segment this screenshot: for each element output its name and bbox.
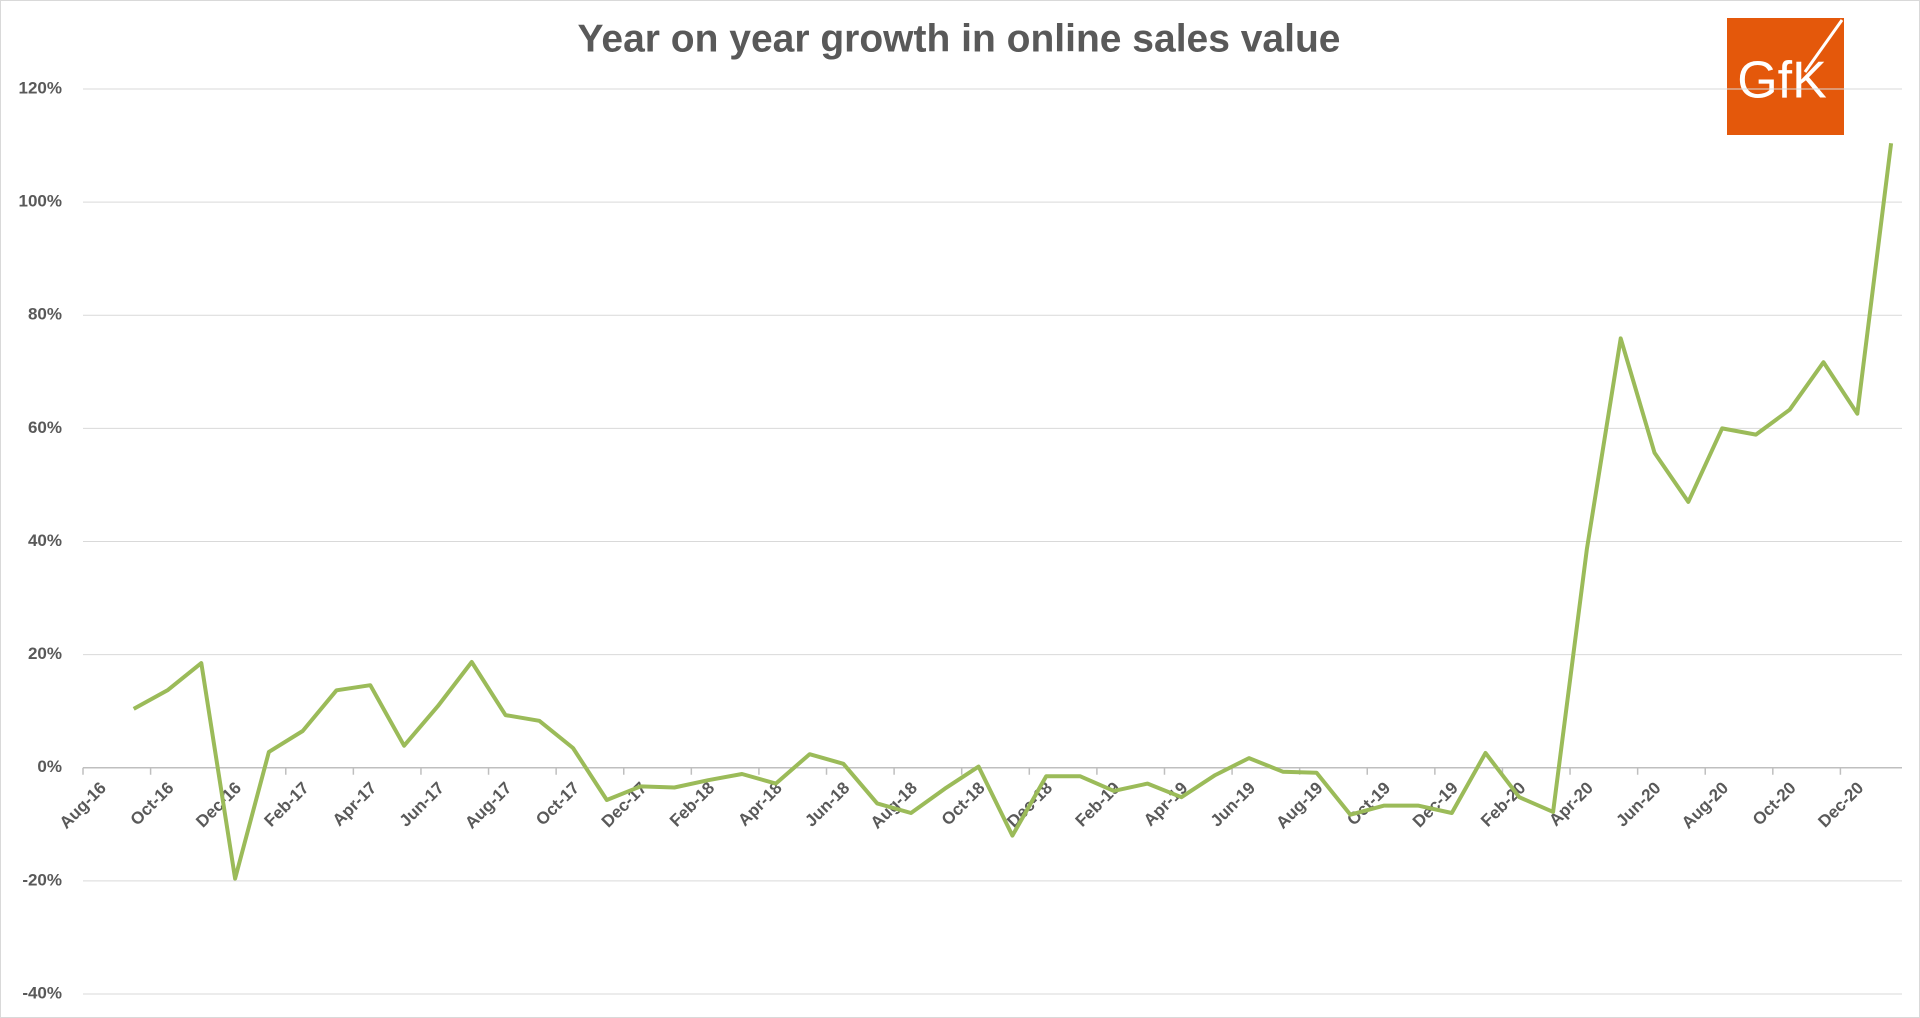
logo: GfK (1727, 18, 1844, 135)
y-tick-label: 100% (19, 192, 62, 211)
logo-stroke (1803, 19, 1844, 73)
y-tick-label: 0% (37, 757, 62, 776)
y-tick-label: 80% (28, 305, 62, 324)
y-tick-label: -40% (22, 983, 62, 1002)
y-tick-label: 40% (28, 531, 62, 550)
logo-box (1727, 18, 1844, 135)
y-tick-label: 120% (19, 78, 62, 97)
y-tick-label: 60% (28, 418, 62, 437)
y-tick-label: -20% (22, 870, 62, 889)
chart-title: Year on year growth in online sales valu… (578, 17, 1341, 60)
y-tick-label: 20% (28, 644, 62, 663)
data-line (132, 143, 1894, 881)
logo-text: GfK (1737, 52, 1827, 110)
